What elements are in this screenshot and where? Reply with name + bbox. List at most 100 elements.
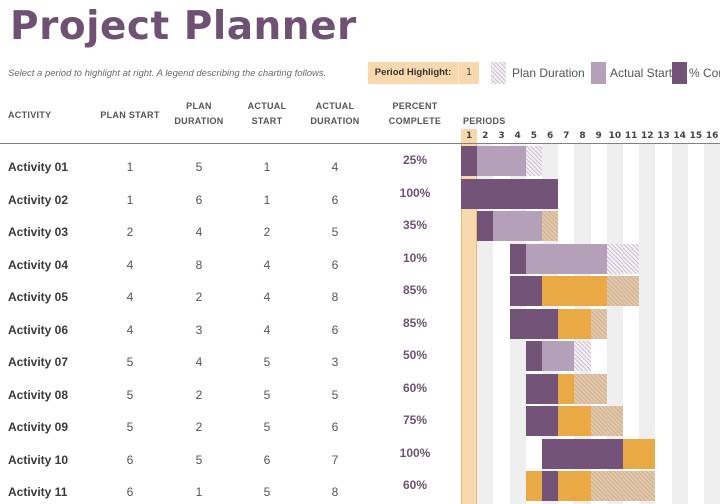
- period-number[interactable]: 14: [673, 131, 686, 141]
- percent-complete-cell[interactable]: 100%: [399, 445, 431, 460]
- activity-name[interactable]: Activity 02: [8, 192, 69, 207]
- period-number[interactable]: 7: [563, 131, 570, 141]
- plan-start-cell[interactable]: 1: [126, 192, 134, 207]
- plan-start-cell[interactable]: 5: [126, 355, 134, 369]
- header-line: PLAN: [186, 101, 212, 111]
- plan-start-cell[interactable]: 5: [126, 387, 134, 402]
- percent-complete-cell[interactable]: 100%: [399, 185, 431, 200]
- actual-duration-cell[interactable]: 5: [331, 225, 339, 239]
- period-highlight-input[interactable]: 1: [458, 62, 479, 84]
- period-number[interactable]: 2: [482, 131, 489, 141]
- actual-start-cell[interactable]: 4: [263, 322, 271, 337]
- actual-start-cell[interactable]: 4: [263, 257, 271, 272]
- activity-name[interactable]: Activity 04: [8, 257, 69, 272]
- plan-start-cell[interactable]: 5: [126, 420, 134, 434]
- actual-start-cell[interactable]: 6: [263, 452, 271, 467]
- percent-complete-cell[interactable]: 85%: [402, 283, 428, 297]
- plan-start-cell[interactable]: 6: [126, 452, 134, 467]
- percent-complete-cell[interactable]: 35%: [402, 218, 428, 232]
- percent-complete-cell[interactable]: 25%: [402, 153, 428, 167]
- plan-duration-cell[interactable]: 5: [195, 452, 203, 467]
- plan-start-cell[interactable]: 4: [126, 290, 134, 304]
- actual-duration-cell[interactable]: 6: [331, 322, 339, 337]
- period-number[interactable]: 15: [689, 131, 703, 141]
- actual-start-cell[interactable]: 1: [263, 192, 271, 207]
- period-column: [687, 144, 704, 504]
- percent-complete-cell[interactable]: 85%: [402, 315, 428, 330]
- percent-complete-cell[interactable]: 10%: [402, 250, 428, 265]
- percent-complete-cell[interactable]: 50%: [402, 348, 428, 362]
- actual-duration-cell[interactable]: 7: [331, 452, 339, 467]
- plan-start-cell[interactable]: 1: [126, 160, 134, 174]
- actual-start-cell[interactable]: 5: [263, 485, 271, 499]
- percent-complete-cell[interactable]: 60%: [402, 478, 428, 492]
- gantt-cell-plan-duration: [623, 243, 640, 274]
- period-number[interactable]: 12: [641, 131, 654, 141]
- activity-name[interactable]: Activity 08: [8, 387, 69, 402]
- gantt-cell--complete: [574, 438, 591, 469]
- period-number[interactable]: 13: [657, 131, 670, 141]
- actual-start-cell[interactable]: 4: [263, 290, 271, 304]
- period-number[interactable]: 1: [461, 129, 478, 143]
- plan-start-cell[interactable]: 4: [126, 257, 134, 272]
- period-number[interactable]: 5: [530, 131, 538, 141]
- plan-duration-cell[interactable]: 8: [195, 257, 203, 272]
- period-number[interactable]: 8: [579, 131, 586, 141]
- plan-duration-cell[interactable]: 2: [195, 290, 203, 304]
- period-number[interactable]: 11: [624, 131, 638, 141]
- actual-duration-cell[interactable]: 4: [331, 160, 339, 174]
- actual-start-cell[interactable]: 5: [263, 355, 271, 369]
- actual-start-cell[interactable]: 5: [263, 420, 271, 434]
- activity-name[interactable]: Activity 06: [8, 322, 69, 337]
- actual-duration-cell[interactable]: 8: [331, 485, 339, 499]
- period-number[interactable]: 3: [498, 131, 505, 141]
- plan-duration-cell[interactable]: 2: [195, 420, 203, 434]
- actual-duration-cell[interactable]: 5: [331, 387, 339, 402]
- plan-start-cell[interactable]: 6: [126, 485, 134, 499]
- activity-name[interactable]: Activity 05: [8, 290, 69, 304]
- activity-name[interactable]: Activity 07: [8, 355, 69, 369]
- period-number[interactable]: 9: [595, 131, 602, 141]
- gantt-cell--complete: [509, 276, 526, 306]
- actual-duration-cell[interactable]: 6: [331, 257, 339, 272]
- plan-duration-cell[interactable]: 4: [195, 225, 203, 239]
- actual-duration-cell[interactable]: 6: [331, 192, 339, 207]
- header-percent-complete: PERCENT COMPLETE: [380, 99, 450, 129]
- gantt-cell-actual: [542, 243, 559, 274]
- period-number[interactable]: 4: [514, 131, 521, 141]
- plan-start-cell[interactable]: 4: [126, 322, 134, 337]
- gantt-cell-actual: [590, 243, 607, 274]
- plan-duration-cell[interactable]: 2: [195, 387, 203, 402]
- gantt-cell--complete: [509, 178, 526, 209]
- plan-duration-cell[interactable]: 1: [195, 485, 203, 499]
- actual-start-cell[interactable]: 5: [263, 387, 271, 402]
- plan-duration-cell[interactable]: 6: [195, 192, 203, 207]
- percent-complete-cell[interactable]: 75%: [402, 413, 428, 427]
- period-number[interactable]: 10: [608, 131, 622, 141]
- actual-start-cell[interactable]: 1: [263, 160, 271, 174]
- plan-duration-cell[interactable]: 4: [195, 355, 203, 369]
- period-highlight-label: Period Highlight:: [368, 62, 458, 84]
- activity-name[interactable]: Activity 11: [8, 485, 68, 499]
- period-number[interactable]: 6: [546, 131, 554, 141]
- actual-duration-cell[interactable]: 8: [331, 290, 339, 304]
- activity-name[interactable]: Activity 03: [8, 225, 69, 239]
- actual-start-cell[interactable]: 2: [263, 225, 271, 239]
- header-plan-duration: PLAN DURATION: [164, 99, 234, 129]
- actual-duration-cell[interactable]: 6: [331, 420, 339, 434]
- period-column: [623, 144, 640, 504]
- actual-duration-cell[interactable]: 3: [331, 355, 339, 369]
- percent-complete-cell[interactable]: 60%: [402, 380, 428, 395]
- plan-duration-cell[interactable]: 5: [195, 160, 203, 174]
- period-number[interactable]: 16: [705, 131, 719, 141]
- activity-name[interactable]: Activity 10: [8, 452, 69, 467]
- plan-start-cell[interactable]: 2: [126, 225, 134, 239]
- gantt-cell-actual-beyond-plan: [590, 471, 607, 501]
- gantt-cell--complete: [477, 211, 494, 241]
- header-line: ACTUAL: [247, 101, 287, 111]
- activity-name[interactable]: Activity 09: [8, 420, 69, 434]
- activity-name[interactable]: Activity 01: [8, 160, 69, 174]
- header-line: COMPLETE: [388, 116, 442, 126]
- gantt-cell--complete-beyond-plan: [574, 471, 591, 501]
- plan-duration-cell[interactable]: 3: [195, 322, 203, 337]
